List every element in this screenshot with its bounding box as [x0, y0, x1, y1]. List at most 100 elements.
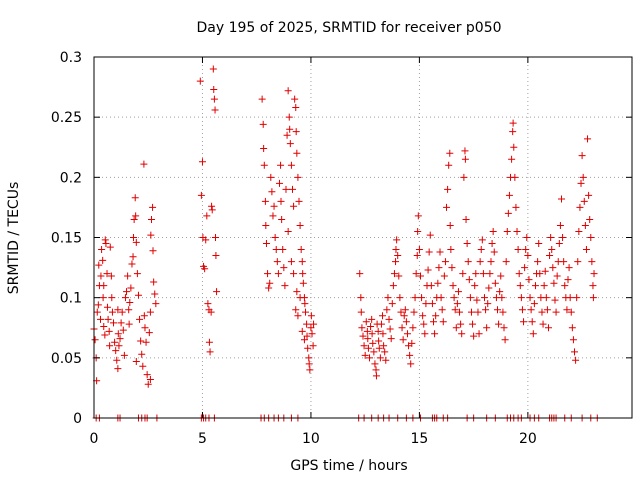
data-point	[101, 331, 109, 339]
data-point	[305, 354, 313, 362]
data-point	[274, 270, 282, 278]
data-point	[100, 323, 108, 331]
data-point	[130, 215, 138, 223]
data-point	[392, 258, 400, 266]
data-point	[466, 294, 474, 302]
data-point	[140, 312, 148, 320]
data-point	[581, 221, 589, 229]
data-point	[147, 231, 155, 239]
data-point	[387, 335, 395, 343]
data-point	[127, 284, 135, 292]
data-point	[310, 320, 318, 328]
data-point	[485, 284, 493, 292]
data-point	[539, 320, 547, 328]
data-point	[588, 258, 596, 266]
data-point	[106, 342, 114, 350]
data-point	[523, 234, 531, 241]
data-point	[566, 294, 574, 302]
data-point	[458, 330, 466, 338]
data-point	[207, 308, 215, 316]
data-point	[480, 294, 488, 302]
data-point	[448, 264, 456, 272]
data-point	[495, 320, 503, 328]
data-point	[408, 339, 416, 347]
data-point	[278, 215, 286, 223]
data-point	[385, 315, 393, 323]
data-point	[411, 294, 419, 302]
data-point	[432, 312, 440, 320]
data-point	[460, 173, 468, 181]
data-point	[260, 144, 268, 152]
data-point	[489, 227, 497, 235]
data-point	[399, 336, 407, 344]
data-point	[108, 294, 116, 302]
data-point	[140, 160, 148, 168]
data-point	[476, 258, 484, 266]
data-point	[589, 294, 597, 302]
data-point	[206, 348, 214, 356]
data-point	[293, 288, 301, 296]
data-point	[374, 327, 382, 335]
data-point	[281, 282, 289, 290]
data-point	[307, 324, 315, 332]
data-point	[136, 315, 144, 323]
data-point	[382, 356, 390, 364]
data-point	[357, 294, 365, 302]
data-point	[309, 342, 317, 350]
data-point	[430, 318, 438, 326]
data-point	[474, 308, 482, 316]
data-point	[93, 308, 101, 316]
x-tick-label: 0	[90, 431, 99, 447]
data-point	[111, 338, 119, 346]
data-point	[412, 270, 420, 278]
data-point	[265, 284, 273, 292]
data-point	[94, 301, 102, 309]
data-point	[116, 335, 124, 343]
data-point	[563, 306, 571, 314]
data-point	[510, 143, 518, 151]
data-point	[557, 195, 565, 203]
data-point	[126, 298, 134, 306]
data-point	[367, 323, 375, 331]
data-point	[450, 294, 458, 302]
data-point	[292, 128, 300, 136]
data-point	[117, 319, 125, 327]
data-point	[269, 212, 277, 220]
data-point	[149, 247, 157, 255]
data-point	[102, 240, 110, 248]
data-point	[368, 330, 376, 338]
data-point	[298, 327, 306, 335]
data-point	[143, 371, 151, 379]
data-point	[472, 270, 480, 278]
data-point	[123, 288, 131, 296]
data-point	[141, 324, 149, 332]
data-point	[529, 330, 537, 338]
data-point	[548, 246, 556, 254]
data-point	[502, 258, 510, 266]
data-point	[290, 202, 298, 210]
data-point	[410, 308, 418, 316]
data-point	[306, 366, 314, 374]
data-point	[456, 308, 464, 316]
data-point	[461, 155, 469, 163]
data-point	[475, 330, 483, 338]
data-point	[287, 161, 295, 169]
data-point	[451, 306, 459, 314]
data-point	[125, 306, 133, 314]
data-points	[90, 65, 601, 422]
data-point	[518, 306, 526, 314]
chart-title: Day 195 of 2025, SRMTID for receiver p05…	[196, 20, 501, 36]
data-point	[390, 270, 398, 278]
data-point	[438, 306, 446, 314]
data-point	[113, 356, 121, 364]
data-point	[144, 380, 152, 388]
data-point	[145, 329, 153, 337]
y-tick-label: 0.2	[60, 170, 82, 186]
data-point	[420, 320, 428, 328]
data-point	[131, 194, 139, 202]
data-point	[469, 320, 477, 328]
data-point	[296, 221, 304, 229]
data-point	[531, 282, 539, 290]
data-point	[360, 342, 368, 350]
data-point	[478, 236, 486, 244]
